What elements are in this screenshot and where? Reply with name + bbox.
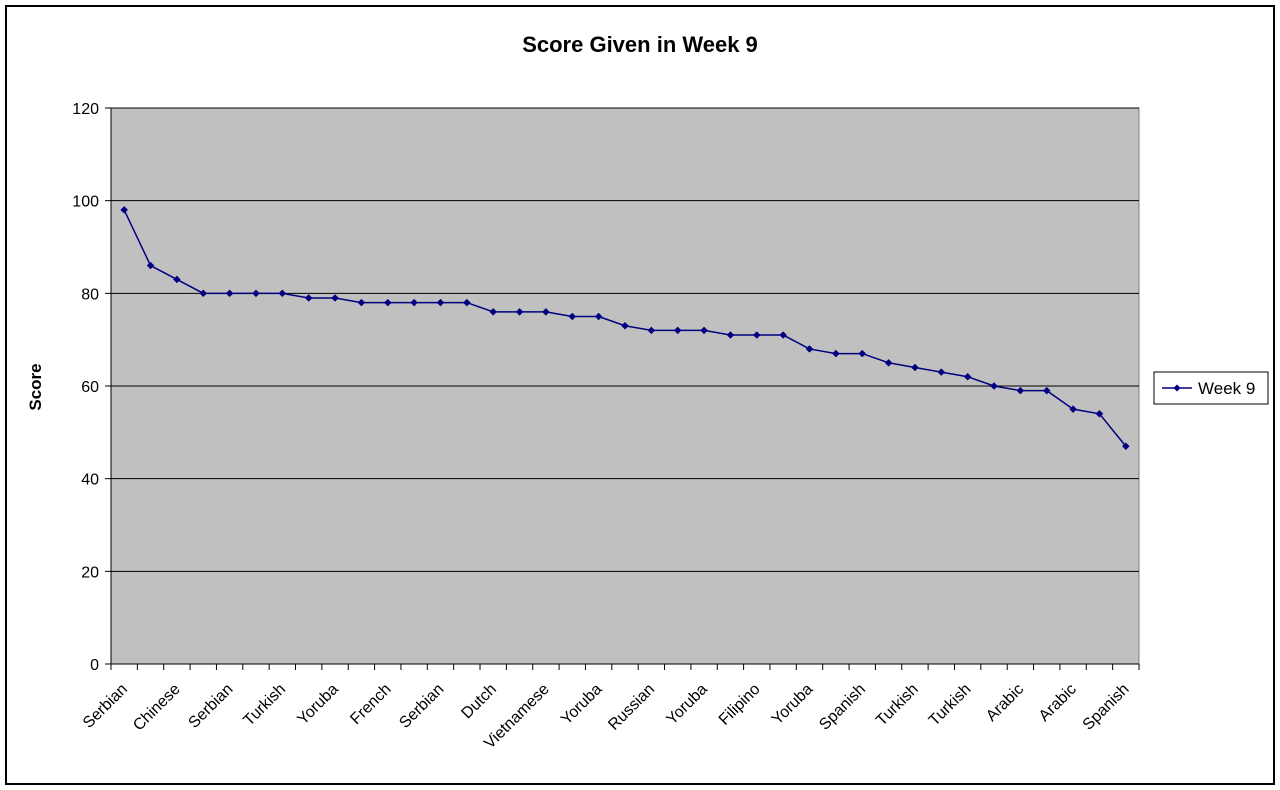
data-point (278, 289, 287, 298)
data-point (357, 298, 366, 307)
x-tick-label: French (347, 681, 394, 728)
x-tick-label: Serbian (185, 681, 236, 732)
x-tick-label: Spanish (816, 681, 869, 734)
data-point (858, 349, 867, 358)
data-point (515, 308, 524, 316)
data-point (436, 298, 445, 307)
x-tick-label: Arabic (983, 681, 1027, 725)
data-point (963, 372, 972, 381)
x-tick-label: Serbian (80, 681, 131, 732)
data-point (621, 321, 629, 330)
data-point (489, 308, 498, 316)
x-tick-label: Turkish (926, 681, 975, 730)
data-point (1095, 409, 1104, 418)
legend-entry-label: Week 9 (1198, 379, 1255, 398)
data-point (1042, 386, 1051, 395)
data-point (462, 298, 471, 307)
y-tick-label-60: 60 (81, 379, 99, 396)
data-point (304, 294, 313, 302)
x-tick-label: Filipino (716, 681, 764, 729)
data-point (1016, 386, 1025, 395)
y-tick-label-120: 120 (72, 101, 99, 118)
data-point (805, 345, 814, 353)
data-point (779, 331, 788, 339)
x-tick-label: Turkish (873, 681, 922, 730)
y-tick-label-80: 80 (81, 286, 99, 303)
legend-marker (1173, 384, 1181, 392)
data-point (173, 275, 181, 284)
data-point (568, 312, 577, 321)
x-tick-label: Yoruba (558, 681, 606, 729)
data-point (647, 326, 656, 335)
data-point (331, 294, 339, 302)
chart-title: Score Given in Week 9 (522, 32, 758, 57)
y-tick-label-40: 40 (81, 472, 99, 489)
data-point (884, 358, 893, 367)
data-point (726, 331, 735, 339)
y-axis-label: Score (26, 363, 45, 410)
y-tick-label-100: 100 (72, 194, 99, 211)
data-point (700, 326, 708, 335)
data-point (937, 368, 946, 376)
data-point (911, 363, 919, 372)
data-point (252, 289, 260, 298)
line-chart: Score Given in Week 9 Score 0 20 40 60 80 100… (26, 32, 1269, 752)
y-tick-label-20: 20 (81, 564, 99, 581)
x-tick-label: Turkish (240, 681, 289, 730)
data-point (990, 382, 998, 390)
x-tick-label: Spanish (1080, 681, 1133, 734)
data-point (673, 326, 682, 335)
data-point (383, 298, 392, 307)
data-point (120, 206, 129, 214)
x-tick-label: Yoruba (769, 681, 817, 729)
x-tick-label: Dutch (458, 681, 500, 723)
data-point (225, 289, 234, 298)
x-tick-label: Arabic (1036, 681, 1080, 725)
x-tick-label: Yoruba (294, 681, 342, 729)
data-point (752, 331, 761, 339)
x-tick-label: Serbian (396, 681, 447, 732)
data-point (199, 289, 208, 298)
legend: Week 9 (1153, 371, 1269, 405)
data-point (1121, 442, 1130, 451)
x-tick-label: Yoruba (663, 681, 711, 729)
data-point (542, 308, 550, 316)
x-tick-label: Chinese (130, 681, 184, 735)
x-tick-label: Russian (605, 681, 658, 734)
data-point (410, 298, 418, 307)
data-point (832, 349, 840, 358)
y-tick-label-0: 0 (90, 657, 99, 674)
data-point (594, 312, 603, 321)
data-point (146, 261, 155, 270)
chart-frame: Score Given in Week 9 Score 0 20 40 60 80 100… (5, 5, 1275, 785)
data-point (1069, 405, 1077, 414)
